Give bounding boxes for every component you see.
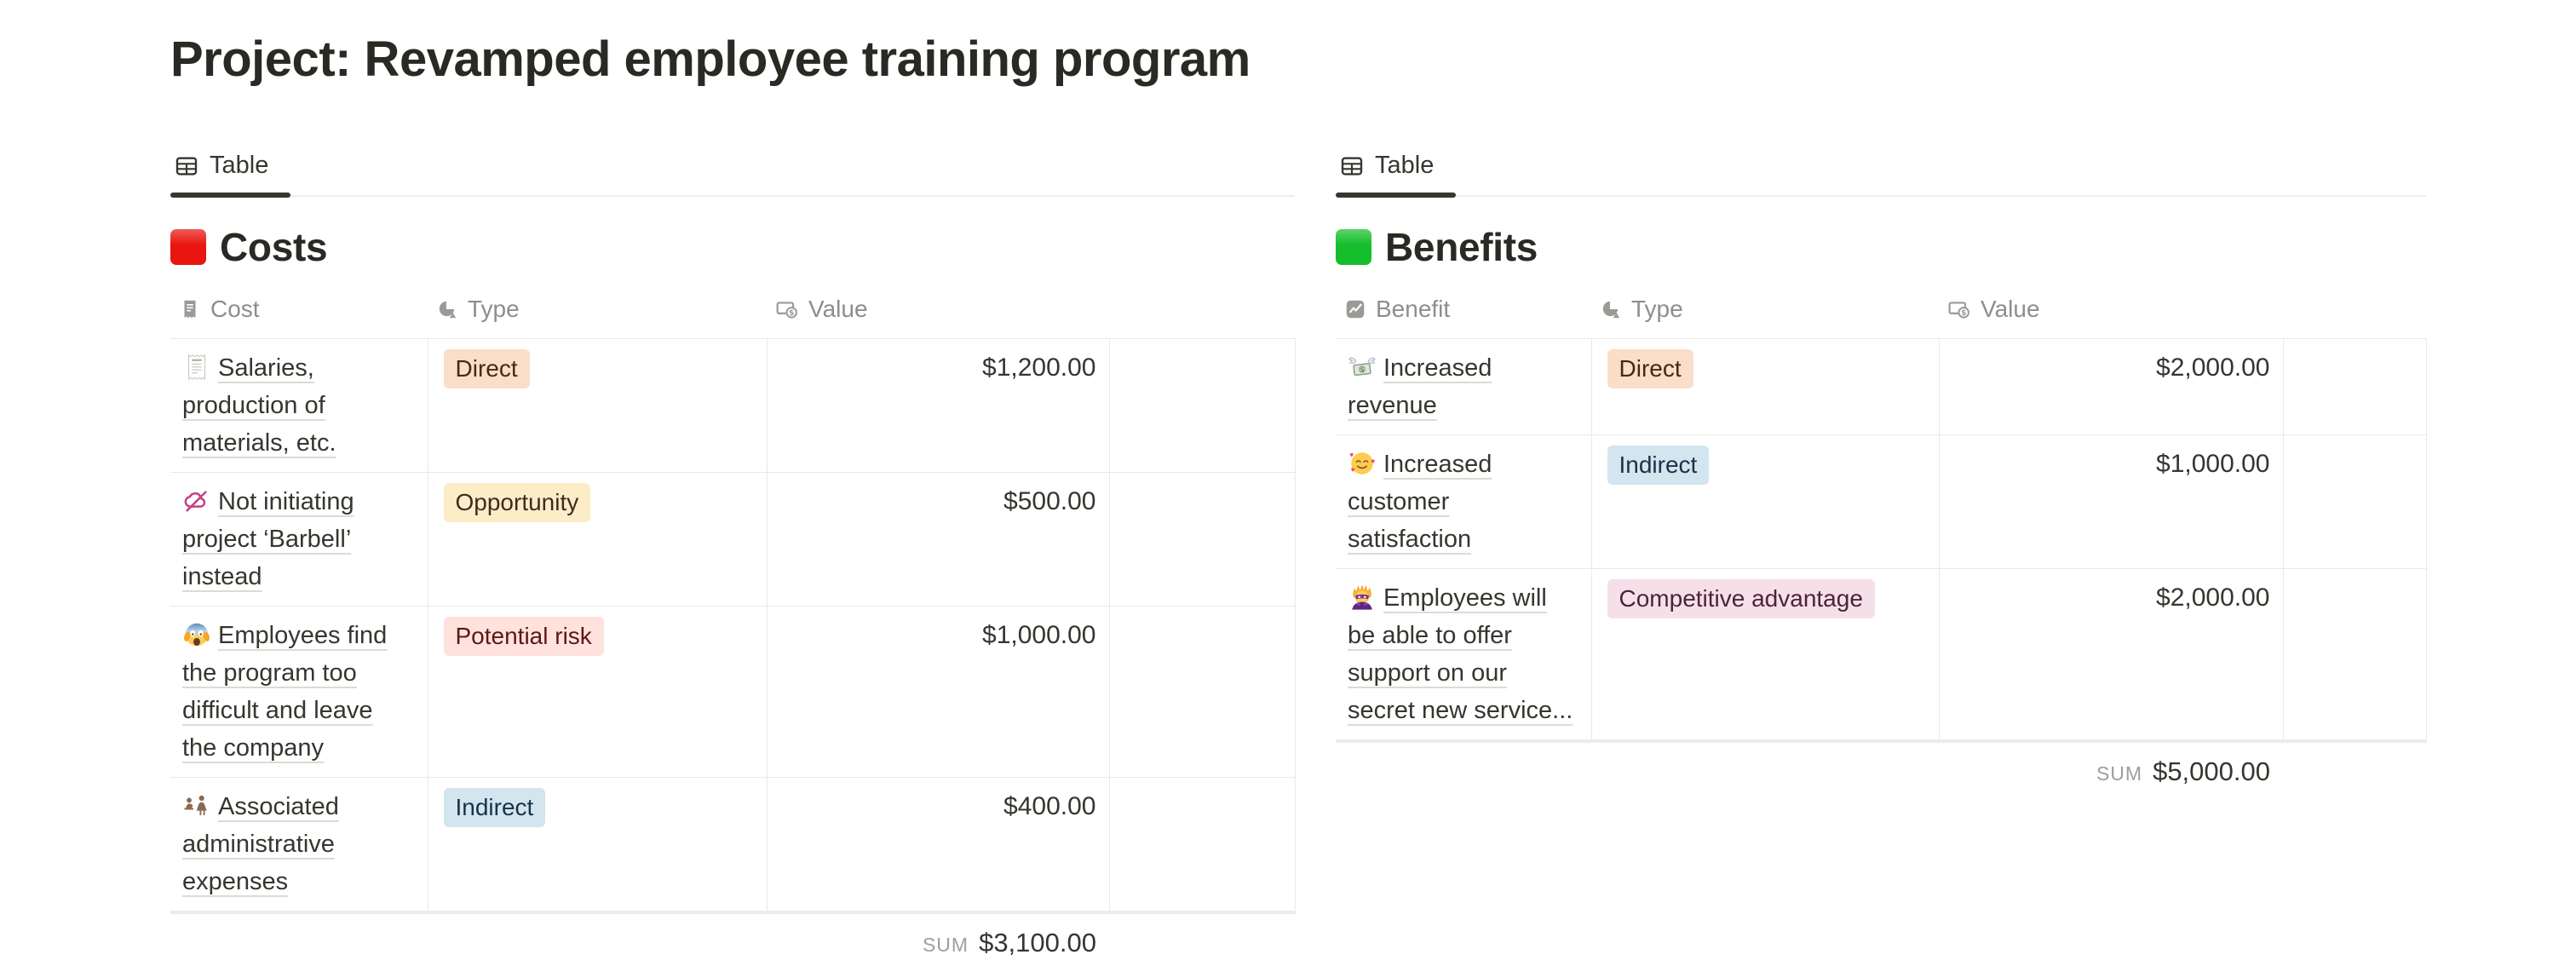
tag-indirect: Indirect	[443, 788, 546, 827]
page-title[interactable]: Project: Revamped employee training prog…	[170, 32, 1251, 87]
empty-cell[interactable]	[2283, 568, 2427, 741]
empty-cell[interactable]	[1109, 777, 1296, 912]
column-header-empty[interactable]	[2283, 277, 2426, 339]
screaming-face-emoji-icon	[182, 623, 211, 647]
table-row: Employees find the program too difficult…	[170, 606, 1296, 778]
tab-label: Table	[1375, 152, 1435, 179]
costs-view-tabs: Table	[170, 147, 1295, 198]
tag-potential-risk: Potential risk	[443, 617, 604, 656]
costs-table-title[interactable]: Costs	[170, 224, 1295, 270]
benefit-name-cell[interactable]: Increased customer satisfaction	[1336, 434, 1592, 569]
column-header-benefit[interactable]: Benefit	[1336, 277, 1591, 339]
column-header-value[interactable]: Value	[1939, 277, 2283, 339]
tag-opportunity: Opportunity	[443, 483, 591, 522]
type-cell[interactable]: Indirect	[428, 777, 768, 912]
benefits-view-tabs: Table	[1336, 147, 2426, 198]
table-row: Salaries, production of materials, etc. …	[170, 338, 1296, 473]
benefit-name-cell[interactable]: Increased revenue	[1336, 338, 1592, 435]
active-tab-indicator	[170, 193, 291, 198]
column-header-cost[interactable]: Cost	[170, 277, 428, 339]
value-cell[interactable]: $400.00	[767, 777, 1110, 912]
table-row: Increased customer satisfaction Indirect…	[1336, 434, 2427, 569]
empty-cell[interactable]	[1109, 606, 1296, 778]
table-row: Associated administrative expenses Indir…	[170, 777, 1296, 912]
active-tab-indicator	[1336, 193, 1457, 198]
number-property-icon	[1948, 302, 1970, 319]
money-with-wings-emoji-icon	[1348, 357, 1376, 377]
tag-direct: Direct	[443, 349, 530, 388]
table-row: Employees will be able to offer support …	[1336, 568, 2427, 741]
benefits-sum-row[interactable]: SUM $5,000.00	[1336, 756, 2270, 787]
select-property-icon	[1602, 301, 1620, 319]
empty-cell[interactable]	[2283, 434, 2427, 569]
sum-value: $5,000.00	[2153, 756, 2270, 786]
table-row: Not initiating project ‘Barbell’ instead…	[170, 472, 1296, 607]
receipt-property-icon	[183, 299, 197, 319]
type-cell[interactable]: Direct	[1591, 338, 1940, 435]
column-header-type[interactable]: Type	[1591, 277, 1939, 339]
smiling-face-with-hearts-emoji-icon	[1348, 451, 1376, 475]
tab-table-view[interactable]: Table	[1336, 147, 1457, 198]
table-view-icon	[1341, 156, 1363, 175]
costs-database: Table Costs Cost Type Value Salaries, pr…	[170, 147, 1296, 958]
value-cell[interactable]: $2,000.00	[1939, 568, 2284, 741]
supervillain-emoji-icon	[1351, 585, 1373, 611]
receipt-emoji-icon	[187, 354, 206, 380]
sum-value: $3,100.00	[979, 928, 1096, 957]
empty-cell[interactable]	[2283, 338, 2427, 435]
red-square-emoji	[170, 229, 206, 265]
two-people-emoji-icon	[184, 795, 207, 816]
sum-label: SUM	[922, 934, 969, 956]
type-cell[interactable]: Indirect	[1591, 434, 1940, 569]
type-cell[interactable]: Potential risk	[428, 606, 768, 778]
tab-table-view[interactable]: Table	[170, 147, 291, 198]
tag-indirect: Indirect	[1607, 446, 1710, 485]
type-cell[interactable]: Direct	[428, 338, 768, 473]
table-title-text: Costs	[220, 225, 328, 269]
chart-property-icon	[1345, 299, 1366, 319]
sum-label: SUM	[2096, 762, 2143, 785]
cloud-crossed-out-icon	[184, 491, 207, 512]
column-header-empty[interactable]	[1109, 277, 1295, 339]
type-cell[interactable]: Competitive advantage	[1591, 568, 1940, 741]
number-property-icon	[776, 302, 798, 319]
benefits-database: Table Benefits Benefit Type Value Increa…	[1336, 147, 2427, 787]
tag-direct: Direct	[1607, 349, 1693, 388]
value-cell[interactable]: $2,000.00	[1939, 338, 2284, 435]
table-title-text: Benefits	[1385, 225, 1538, 269]
value-cell[interactable]: $1,000.00	[1939, 434, 2284, 569]
value-cell[interactable]: $500.00	[767, 472, 1110, 607]
green-square-emoji	[1336, 229, 1371, 265]
type-cell[interactable]: Opportunity	[428, 472, 768, 607]
select-property-icon	[439, 301, 457, 319]
column-header-type[interactable]: Type	[428, 277, 767, 339]
table-view-icon	[175, 156, 198, 175]
table-row: Increased revenue Direct $2,000.00	[1336, 338, 2427, 435]
tag-competitive-advantage: Competitive advantage	[1607, 579, 1875, 618]
empty-cell[interactable]	[1109, 338, 1296, 473]
benefit-name-cell[interactable]: Employees will be able to offer support …	[1336, 568, 1592, 741]
costs-table: Cost Type Value Salaries, production of …	[170, 277, 1296, 914]
benefits-table: Benefit Type Value Increased revenue Dir…	[1336, 277, 2427, 743]
costs-sum-row[interactable]: SUM $3,100.00	[170, 928, 1096, 958]
cost-name-cell[interactable]: Employees find the program too difficult…	[170, 606, 428, 778]
column-header-value[interactable]: Value	[767, 277, 1109, 339]
empty-cell[interactable]	[1109, 472, 1296, 607]
cost-name-cell[interactable]: Associated administrative expenses	[170, 777, 428, 912]
tab-label: Table	[210, 152, 269, 179]
value-cell[interactable]: $1,200.00	[767, 338, 1110, 473]
cost-name-cell[interactable]: Not initiating project ‘Barbell’ instead	[170, 472, 428, 607]
cost-name-cell[interactable]: Salaries, production of materials, etc.	[170, 338, 428, 473]
value-cell[interactable]: $1,000.00	[767, 606, 1110, 778]
benefits-table-title[interactable]: Benefits	[1336, 224, 2426, 270]
